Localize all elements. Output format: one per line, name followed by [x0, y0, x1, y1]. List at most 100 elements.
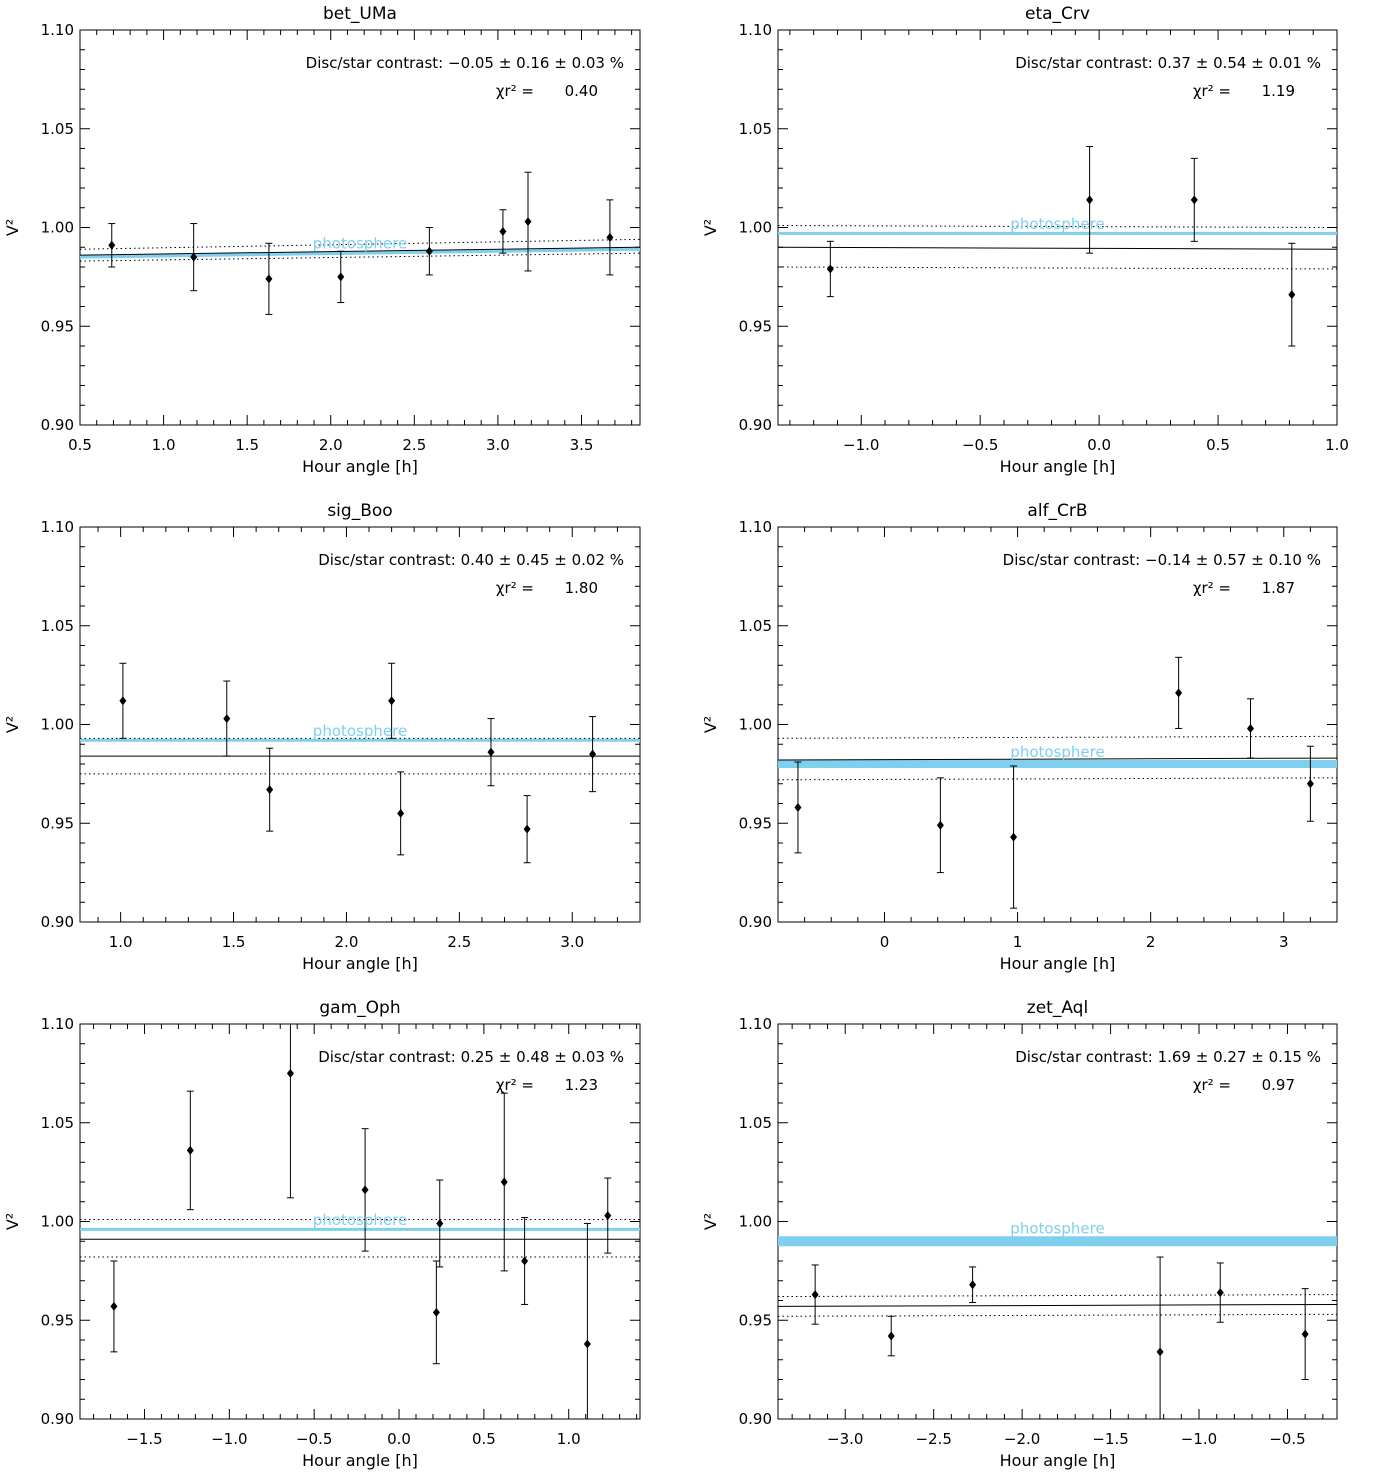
- x-tick-label: −0.5: [962, 436, 998, 454]
- chi2-value: 1.23: [565, 1076, 598, 1094]
- x-axis-label: Hour angle [h]: [1000, 954, 1116, 973]
- x-tick-label: 3: [1279, 933, 1289, 951]
- panel-title: alf_CrB: [1027, 501, 1087, 521]
- lower-bound-line: [778, 266, 1337, 270]
- data-point: [521, 1256, 529, 1266]
- y-tick-label: 1.05: [739, 1114, 772, 1132]
- model-fit-line: [778, 246, 1337, 250]
- data-point: [499, 226, 507, 236]
- y-axis-label: V²: [701, 219, 720, 236]
- model-fit-line: [778, 1303, 1337, 1307]
- y-tick-label: 1.00: [41, 219, 74, 237]
- y-tick-label: 0.90: [739, 1410, 772, 1428]
- photosphere-label: photosphere: [313, 1211, 407, 1229]
- data-point: [432, 1307, 440, 1317]
- y-tick-label: 1.05: [41, 617, 74, 635]
- x-tick-label: 1.0: [152, 436, 176, 454]
- panel-title: sig_Boo: [327, 501, 392, 521]
- x-tick-label: 2.0: [319, 436, 343, 454]
- chi2-value: 1.19: [1262, 82, 1295, 100]
- panel-1: eta_Crv −1.0 −0.5 0.0 0.5 1.0 0.90 0.95 1.00 1.05…: [701, 4, 1349, 476]
- x-tick-label: 1: [1013, 933, 1023, 951]
- contrast-annotation: Disc/star contrast: 0.37 ± 0.54 ± 0.01 %: [1015, 54, 1321, 72]
- x-tick-label: 1.0: [109, 933, 133, 951]
- panel-title: eta_Crv: [1025, 4, 1090, 24]
- y-tick-label: 0.95: [41, 317, 74, 335]
- data-point: [425, 246, 433, 256]
- x-tick-label: −2.0: [1004, 1430, 1040, 1448]
- x-tick-label: 1.0: [1325, 436, 1349, 454]
- data-point: [589, 749, 597, 759]
- x-axis-label: Hour angle [h]: [1000, 457, 1116, 476]
- contrast-annotation: Disc/star contrast: −0.05 ± 0.16 ± 0.03 …: [306, 54, 624, 72]
- x-tick-label: 0: [880, 933, 890, 951]
- upper-bound-line: [778, 225, 1337, 228]
- lower-bound-line: [778, 1313, 1337, 1317]
- y-tick-label: 0.90: [41, 913, 74, 931]
- y-tick-label: 1.00: [41, 716, 74, 734]
- data-point: [119, 696, 127, 706]
- x-axis-label: Hour angle [h]: [1000, 1451, 1116, 1470]
- panel-3: alf_CrB 0 1 2 3 0.90 0.95 1.00 1.05 1.10 Hour angl…: [701, 501, 1338, 973]
- contrast-annotation: Disc/star contrast: 1.69 ± 0.27 ± 0.15 %: [1015, 1048, 1321, 1066]
- data-point: [286, 1068, 294, 1078]
- data-point: [1306, 779, 1314, 789]
- data-point: [223, 714, 231, 724]
- x-axis-label: Hour angle [h]: [302, 1451, 418, 1470]
- data-point: [1010, 832, 1018, 842]
- chi2-label: χr² =: [496, 1076, 534, 1094]
- data-point: [266, 785, 274, 795]
- data-point: [108, 240, 116, 250]
- panel-4: gam_Oph −1.5 −1.0 −0.5 0.0 0.5 1.0 0.90 0.95 1.00…: [3, 998, 641, 1470]
- chi2-value: 1.87: [1262, 579, 1295, 597]
- chi2-label: χr² =: [496, 82, 534, 100]
- data-point: [936, 820, 944, 830]
- chi2-label: χr² =: [1193, 1076, 1231, 1094]
- lower-bound-line: [80, 252, 640, 262]
- y-tick-label: 0.95: [739, 1311, 772, 1329]
- y-tick-label: 0.95: [41, 1311, 74, 1329]
- plot-area: [778, 656, 1337, 909]
- data-point: [1175, 688, 1183, 698]
- panel-title: gam_Oph: [319, 998, 400, 1018]
- y-tick-label: 1.00: [739, 219, 772, 237]
- x-tick-label: −1.5: [126, 1430, 162, 1448]
- x-axis-label: Hour angle [h]: [302, 457, 418, 476]
- photosphere-label: photosphere: [1010, 215, 1104, 233]
- y-tick-label: 1.05: [739, 120, 772, 138]
- lower-bound-line: [778, 777, 1337, 781]
- x-tick-label: 2.5: [402, 436, 426, 454]
- x-tick-label: 2: [1146, 933, 1156, 951]
- x-tick-label: 0.0: [1087, 436, 1111, 454]
- chi2-value: 0.97: [1262, 1076, 1295, 1094]
- data-point: [361, 1185, 369, 1195]
- chi2-value: 1.80: [565, 579, 598, 597]
- y-axis-label: V²: [3, 716, 22, 733]
- photosphere-label: photosphere: [1010, 1219, 1104, 1237]
- data-point: [1156, 1347, 1164, 1357]
- y-tick-label: 0.90: [739, 913, 772, 931]
- x-tick-label: 0.5: [1206, 436, 1230, 454]
- data-point: [265, 274, 273, 284]
- data-point: [186, 1145, 194, 1155]
- plot-frame: [79, 29, 641, 426]
- y-tick-label: 0.95: [739, 317, 772, 335]
- y-tick-label: 0.95: [739, 814, 772, 832]
- panel-2: sig_Boo 1.0 1.5 2.0 2.5 3.0 0.90 0.95 1.00 1.05 1.…: [3, 501, 641, 973]
- contrast-annotation: Disc/star contrast: −0.14 ± 0.57 ± 0.10 …: [1003, 551, 1321, 569]
- upper-bound-line: [778, 735, 1337, 739]
- y-tick-label: 1.10: [739, 518, 772, 536]
- data-point: [190, 252, 198, 262]
- y-axis-label: V²: [701, 1213, 720, 1230]
- panel-title: zet_Aql: [1027, 998, 1088, 1018]
- data-point: [794, 802, 802, 812]
- y-tick-label: 1.10: [739, 21, 772, 39]
- chi2-label: χr² =: [1193, 82, 1231, 100]
- x-tick-label: −0.5: [1269, 1430, 1305, 1448]
- data-point: [887, 1331, 895, 1341]
- y-axis-label: V²: [701, 716, 720, 733]
- x-tick-label: −3.0: [827, 1430, 863, 1448]
- y-tick-label: 1.05: [41, 1114, 74, 1132]
- x-tick-label: −1.0: [211, 1430, 247, 1448]
- panel-5: zet_Aql −3.0 −2.5 −2.0 −1.5 −1.0 −0.5 0.90 0.95 1…: [701, 998, 1338, 1470]
